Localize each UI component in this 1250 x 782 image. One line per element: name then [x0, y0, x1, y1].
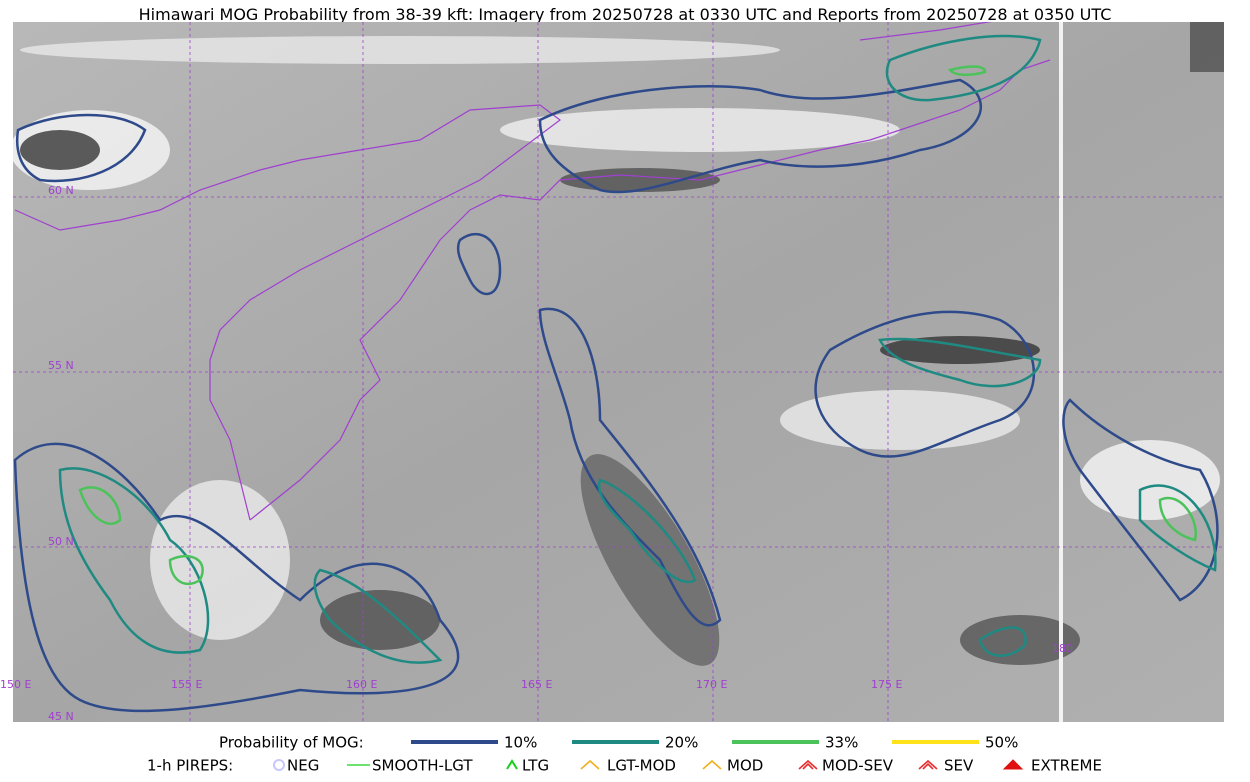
contour [313, 568, 443, 664]
legend-label: 10% [504, 734, 537, 752]
contour [1062, 398, 1219, 602]
legend-title: 1-h PIREPS: [147, 757, 233, 775]
legend-icon [580, 759, 600, 770]
lat-label: 45 N [48, 710, 74, 723]
legend-label: MOD-SEV [822, 757, 894, 775]
map [13, 22, 1224, 722]
legend-label: 20% [665, 734, 698, 752]
lon-label: 170 E [696, 678, 727, 691]
lat-label: 60 N [48, 184, 74, 197]
legend-label: EXTREME [1031, 757, 1102, 775]
contour [456, 233, 502, 296]
grid-lines [13, 22, 1224, 722]
grid-labels: 60 N 55 N 50 N 45 N 150 E 155 E 160 E 16… [0, 184, 1073, 723]
legend-icon [702, 759, 722, 770]
legend-icon [506, 759, 518, 770]
contours [13, 34, 1219, 713]
legend-icon [918, 759, 938, 770]
contour [78, 486, 122, 525]
legend-title: Probability of MOG: [219, 734, 364, 752]
contour [978, 626, 1027, 657]
legend-label: LGT-MOD [607, 757, 676, 775]
title: Himawari MOG Probability from 38-39 kft:… [139, 5, 1112, 24]
contour [814, 310, 1036, 458]
lon-label: 175 E [871, 678, 902, 691]
coastlines [14, 22, 1051, 521]
lat-label: 50 N [48, 535, 74, 548]
legend-label: MOD [727, 757, 763, 775]
contour [1138, 484, 1217, 572]
legend-icon [798, 759, 818, 770]
legend-icon [273, 759, 285, 771]
legend-label: 33% [825, 734, 858, 752]
lon-label: 160 E [346, 678, 377, 691]
lon-label: 165 E [521, 678, 552, 691]
lon-label: 155 E [171, 678, 202, 691]
contour [168, 554, 204, 586]
contour [538, 78, 982, 194]
contour [597, 478, 697, 584]
legend-icon [1002, 759, 1024, 770]
contour [58, 467, 210, 654]
contour [947, 65, 987, 76]
contour [16, 113, 147, 183]
legend-label: SEV [944, 757, 974, 775]
contour [13, 442, 460, 713]
legend-label: SMOOTH-LGT [372, 757, 473, 775]
legend-label: 50% [985, 734, 1018, 752]
legend-label: NEG [287, 757, 319, 775]
legend-label: LTG [522, 757, 549, 775]
contour [538, 307, 722, 627]
lat-label: 55 N [48, 359, 74, 372]
lon-label: 180 [1052, 642, 1073, 655]
contour [1158, 496, 1198, 542]
lon-label: 150 E [0, 678, 31, 691]
contour [885, 34, 1042, 102]
contour [878, 337, 1042, 388]
legend: Probability of MOG: 1-h PIREPS: 10% 20% 33… [147, 734, 1102, 775]
